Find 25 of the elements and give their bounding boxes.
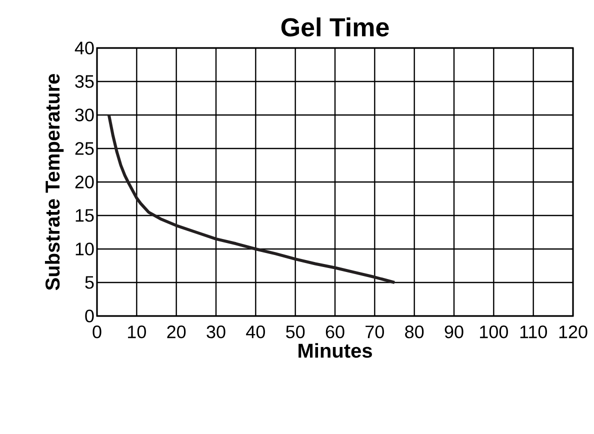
y-tick-label: 30 (75, 108, 94, 122)
x-tick-label: 30 (206, 326, 226, 338)
y-tick-label: 10 (76, 242, 94, 256)
x-tick-label: 20 (167, 326, 186, 338)
y-tick-label: 35 (75, 75, 94, 88)
x-tick-label: 110 (520, 326, 547, 338)
y-tick-label: 40 (74, 42, 94, 54)
x-tick-label: 60 (326, 326, 344, 338)
y-axis-title: Substrate Temperature (44, 74, 64, 290)
x-tick-label: 80 (405, 326, 424, 338)
x-tick-label: 120 (559, 326, 588, 338)
line-series (107, 114, 396, 284)
x-tick-label: 90 (444, 326, 464, 338)
y-tick-label: 25 (75, 142, 94, 155)
y-tick-label: 5 (85, 276, 94, 289)
y-tick-label: 20 (75, 176, 94, 188)
x-tick-label: 50 (286, 326, 305, 338)
y-tick-label: 15 (76, 209, 94, 222)
x-tick-label: 100 (480, 326, 508, 338)
x-axis-title: Minutes (298, 343, 372, 358)
x-tick-label: 70 (366, 326, 384, 338)
y-tick-label: 0 (85, 310, 94, 322)
x-tick-label: 40 (246, 326, 265, 338)
x-tick-label: 10 (128, 326, 146, 338)
chart-title: Gel Time (281, 17, 389, 36)
